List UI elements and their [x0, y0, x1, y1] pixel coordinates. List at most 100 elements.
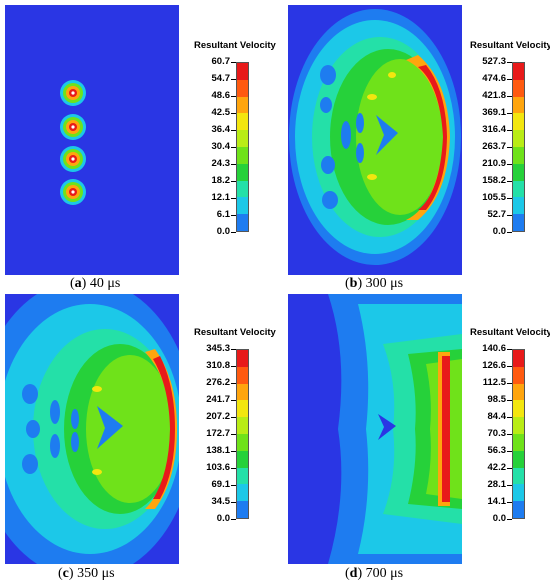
- caption-c: (c) 350 μs: [58, 566, 115, 581]
- legend-tick-label: 276.2: [206, 377, 230, 388]
- legend-tick-mark: [231, 198, 236, 199]
- legend-tick-mark: [231, 434, 236, 435]
- legend-tick-label: 56.3: [487, 445, 507, 456]
- legend-tick-label: 263.7: [482, 141, 506, 152]
- legend-tick-mark: [507, 130, 512, 131]
- legend-tick-mark: [507, 349, 512, 350]
- legend-tick-mark: [507, 400, 512, 401]
- caption-letter: c: [62, 566, 69, 581]
- legend-tick-label: 126.6: [482, 360, 506, 371]
- caption-text: 300 μs: [362, 276, 404, 291]
- legend-tick-mark: [231, 181, 236, 182]
- legend-tick-label: 0.0: [492, 513, 506, 524]
- legend-tick-mark: [231, 79, 236, 80]
- legend-tick-label: 172.7: [206, 428, 230, 439]
- legend-tick-mark: [507, 468, 512, 469]
- legend-tick-mark: [231, 164, 236, 165]
- legend-tick-label: 421.8: [482, 90, 506, 101]
- legend-title: Resultant Velocity: [470, 40, 550, 51]
- legend-tick-label: 48.6: [211, 90, 231, 101]
- legend-tick-label: 24.3: [211, 158, 231, 169]
- legend-tick-mark: [231, 113, 236, 114]
- legend-tick-mark: [507, 502, 512, 503]
- legend-tick-mark: [231, 417, 236, 418]
- caption-b: (b) 300 μs: [345, 276, 404, 291]
- caption-letter: d: [349, 566, 358, 581]
- legend-tick-label: 60.7: [211, 56, 231, 67]
- legend-tick-mark: [231, 519, 236, 520]
- legend-tick-mark: [507, 215, 512, 216]
- legend-tick-label: 84.4: [487, 411, 507, 422]
- caption-text: 40 μs: [86, 276, 121, 291]
- legend-tick-mark: [231, 130, 236, 131]
- legend-tick-label: 98.5: [487, 394, 507, 405]
- legend-title: Resultant Velocity: [194, 40, 276, 51]
- legend-title: Resultant Velocity: [470, 327, 550, 338]
- legend-d: Resultant Velocity 140.6 126.6 112.5 98.5 84.…: [462, 327, 550, 527]
- legend-tick-label: 241.7: [206, 394, 230, 405]
- legend-tick-mark: [231, 62, 236, 63]
- legend-tick-mark: [507, 434, 512, 435]
- legend-tick-label: 52.7: [487, 209, 507, 220]
- legend-tick-mark: [231, 468, 236, 469]
- legend-tick-label: 28.1: [487, 479, 507, 490]
- legend-b: Resultant Velocity 527.3 474.6 421.8 369.1 31…: [462, 40, 550, 240]
- legend-tick-label: 6.1: [216, 209, 230, 220]
- legend-tick-label: 316.4: [482, 124, 506, 135]
- legend-tick-mark: [507, 198, 512, 199]
- legend-tick-mark: [507, 147, 512, 148]
- legend-tick-mark: [231, 215, 236, 216]
- legend-tick-mark: [507, 451, 512, 452]
- legend-color-bar: [512, 62, 525, 232]
- caption-letter: a: [74, 276, 82, 291]
- legend-tick-label: 345.3: [206, 343, 230, 354]
- legend-color-bar: [512, 349, 525, 519]
- legend-tick-label: 42.2: [487, 462, 507, 473]
- sim-image-c: [5, 294, 179, 564]
- impact-spots: [60, 80, 86, 205]
- legend-tick-mark: [507, 232, 512, 233]
- legend-tick-mark: [231, 147, 236, 148]
- legend-tick-label: 207.2: [206, 411, 230, 422]
- legend-tick-mark: [231, 96, 236, 97]
- legend-tick-mark: [507, 96, 512, 97]
- legend-tick-label: 158.2: [482, 175, 506, 186]
- caption-d: (d) 700 μs: [345, 566, 404, 581]
- legend-tick-mark: [231, 502, 236, 503]
- legend-tick-mark: [231, 366, 236, 367]
- legend-tick-label: 140.6: [482, 343, 506, 354]
- sim-image-a: [5, 5, 179, 275]
- legend-tick-label: 527.3: [482, 56, 506, 67]
- caption-a: (a) 40 μs: [70, 276, 121, 291]
- legend-color-bar: [236, 62, 249, 232]
- legend-tick-label: 105.5: [482, 192, 506, 203]
- legend-tick-label: 54.7: [211, 73, 231, 84]
- caption-text: 350 μs: [73, 566, 115, 581]
- legend-tick-label: 103.6: [206, 462, 230, 473]
- legend-title: Resultant Velocity: [194, 327, 276, 338]
- legend-tick-mark: [507, 164, 512, 165]
- legend-tick-mark: [507, 181, 512, 182]
- legend-tick-label: 112.5: [482, 377, 506, 388]
- legend-tick-mark: [507, 62, 512, 63]
- legend-tick-mark: [507, 519, 512, 520]
- legend-tick-mark: [231, 349, 236, 350]
- legend-tick-label: 36.4: [211, 124, 231, 135]
- legend-tick-label: 42.5: [211, 107, 231, 118]
- legend-tick-label: 14.1: [487, 496, 507, 507]
- legend-tick-mark: [507, 485, 512, 486]
- legend-a: Resultant Velocity 60.7 54.7 48.6 42.5 36.4 30…: [186, 40, 281, 240]
- legend-tick-label: 0.0: [216, 226, 230, 237]
- legend-tick-label: 474.6: [482, 73, 506, 84]
- legend-tick-label: 310.8: [206, 360, 230, 371]
- legend-tick-label: 18.2: [211, 175, 231, 186]
- legend-tick-label: 369.1: [482, 107, 506, 118]
- legend-tick-mark: [507, 417, 512, 418]
- legend-tick-mark: [507, 79, 512, 80]
- legend-tick-mark: [231, 232, 236, 233]
- sim-image-b: [288, 5, 462, 275]
- legend-tick-mark: [231, 451, 236, 452]
- legend-tick-label: 69.1: [211, 479, 231, 490]
- legend-tick-label: 138.1: [206, 445, 230, 456]
- legend-tick-label: 12.1: [211, 192, 231, 203]
